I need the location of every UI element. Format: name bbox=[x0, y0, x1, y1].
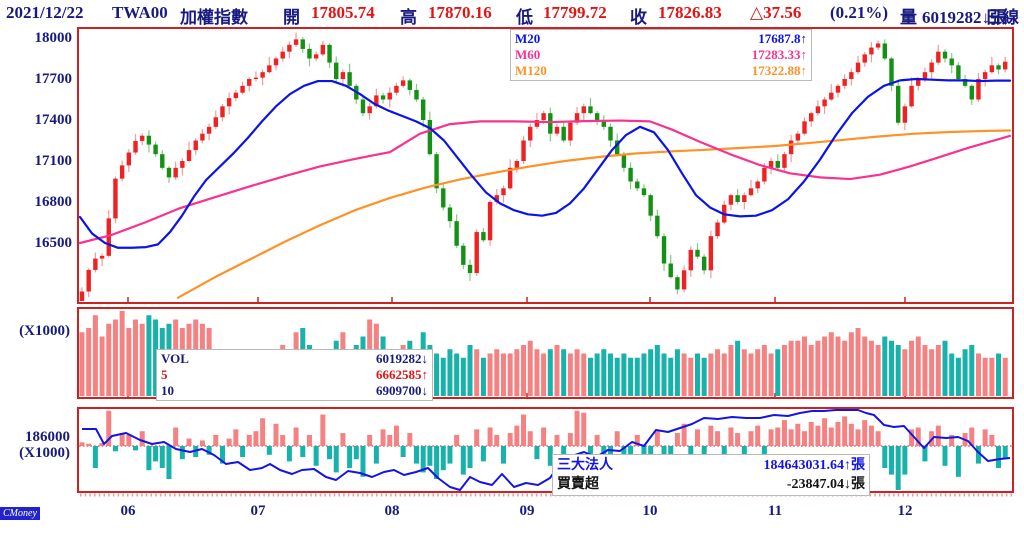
panel3-axis-value: 186000 bbox=[25, 429, 70, 445]
legend-value: 6019282↓ bbox=[376, 351, 428, 366]
legend-label: 10 bbox=[161, 383, 174, 398]
legend-label: 5 bbox=[161, 367, 168, 382]
legend-label: VOL bbox=[161, 351, 189, 366]
symbol-label[interactable]: TWA00 bbox=[112, 3, 168, 22]
panel3-axis-unit: (X1000) bbox=[19, 445, 70, 461]
legend-label: 買賣超 bbox=[557, 477, 599, 492]
price-tick-label: 17400 bbox=[34, 112, 73, 128]
close-label: 收 bbox=[630, 8, 647, 27]
price-tick-label: 17100 bbox=[34, 153, 73, 169]
legend-label: M20 bbox=[515, 31, 541, 46]
close-value: 17826.83 bbox=[658, 3, 722, 22]
volume-axis-unit: (X1000) bbox=[19, 323, 70, 339]
legend-row: M60 17283.33↑ bbox=[515, 47, 807, 63]
date-label: 2021/12/22 bbox=[6, 3, 84, 22]
volume-legend: VOL 6019282↓ 5 6662585↑ 10 6909700↓ bbox=[156, 349, 433, 401]
legend-value: 17322.88↑ bbox=[751, 63, 807, 78]
legend-value: -23847.04↓張 bbox=[786, 477, 865, 492]
legend-value: 184643031.64↑張 bbox=[763, 458, 866, 473]
institutional-legend: 三大法人 184643031.64↑張買賣超 -23847.04↓張 bbox=[552, 454, 870, 496]
legend-label: M120 bbox=[515, 63, 547, 78]
legend-row: 10 6909700↓ bbox=[161, 383, 428, 399]
legend-label: 三大法人 bbox=[557, 458, 613, 473]
legend-row: 三大法人 184643031.64↑張 bbox=[557, 456, 865, 475]
period-label[interactable]: 日線 bbox=[985, 8, 1019, 27]
change-value: △37.56 bbox=[750, 3, 802, 22]
volume-value: 6019282↓張 bbox=[922, 8, 1007, 27]
price-tick-label: 16500 bbox=[34, 235, 73, 251]
legend-value: 6662585↑ bbox=[376, 367, 428, 382]
legend-value: 17283.33↑ bbox=[751, 47, 807, 62]
legend-row: M120 17322.88↑ bbox=[515, 63, 807, 79]
month-label: 11 bbox=[767, 503, 783, 519]
price-tick-label: 18000 bbox=[34, 30, 73, 46]
month-label: 12 bbox=[897, 503, 913, 519]
legend-value: 17687.8↑ bbox=[758, 31, 807, 46]
month-label: 09 bbox=[519, 503, 535, 519]
volume-label: 量 bbox=[900, 8, 917, 27]
cmoney-watermark: CMoney bbox=[0, 507, 40, 520]
low-value: 17799.72 bbox=[543, 3, 607, 22]
month-label: 07 bbox=[250, 503, 266, 519]
legend-row: 買賣超 -23847.04↓張 bbox=[557, 475, 865, 494]
open-label: 開 bbox=[283, 8, 300, 27]
legend-row: M20 17687.8↑ bbox=[515, 31, 807, 47]
legend-value: 6909700↓ bbox=[376, 383, 428, 398]
month-label: 08 bbox=[384, 503, 400, 519]
legend-row: 5 6662585↑ bbox=[161, 367, 428, 383]
symbol-name-label[interactable]: 加權指數 bbox=[180, 8, 248, 27]
month-label: 06 bbox=[120, 503, 136, 519]
month-label: 10 bbox=[642, 503, 658, 519]
legend-row: VOL 6019282↓ bbox=[161, 351, 428, 367]
open-value: 17805.74 bbox=[311, 3, 375, 22]
high-label: 高 bbox=[400, 8, 417, 27]
low-label: 低 bbox=[516, 8, 533, 27]
price-tick-label: 17700 bbox=[34, 71, 73, 87]
legend-label: M60 bbox=[515, 47, 541, 62]
price-tick-label: 16800 bbox=[34, 194, 73, 210]
high-value: 17870.16 bbox=[428, 3, 492, 22]
change-pct-value: (0.21%) bbox=[830, 3, 889, 22]
ma-legend: M20 17687.8↑ M60 17283.33↑ M120 17322.88↑ bbox=[510, 29, 812, 81]
